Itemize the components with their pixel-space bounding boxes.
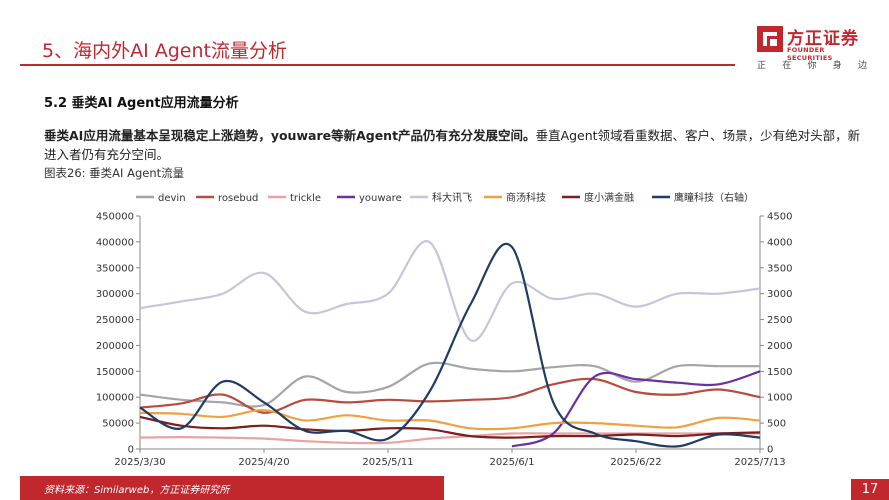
x-tick-label: 2025/6/22: [610, 457, 661, 468]
series-line-4: [139, 240, 761, 342]
left-tick-label: 450000: [96, 212, 134, 223]
left-tick-label: 300000: [96, 289, 134, 300]
x-tick-label: 2025/5/11: [362, 457, 413, 468]
legend-label: 商汤科技: [506, 191, 546, 204]
company-logo: 方正证券 FOUNDER SECURITIES 正 在 你 身 边: [757, 24, 867, 71]
series-line-0: [139, 361, 760, 408]
right-tick-label: 3500: [767, 263, 792, 274]
legend-label: 度小满金融: [584, 191, 634, 204]
slogan-char: 你: [807, 61, 817, 71]
header-divider: [20, 64, 735, 66]
founder-logo-icon: [757, 26, 783, 52]
right-tick-label: 3000: [767, 289, 792, 300]
logo-text-en: FOUNDER SECURITIES: [787, 46, 833, 62]
logo-slogan: 正 在 你 身 边: [757, 58, 867, 71]
left-tick-label: 250000: [96, 315, 134, 326]
series-line-7: [139, 243, 761, 448]
series-line-2: [139, 432, 760, 445]
footer-bar: 资料来源：Similarweb，方正证券研究所: [20, 476, 444, 500]
page-title: 5、海内外AI Agent流量分析: [42, 40, 287, 62]
left-tick-label: 350000: [96, 263, 134, 274]
x-tick-label: 2025/3/30: [114, 457, 165, 468]
summary-rest: 垂直Agent领域看重数据、客户、场景，少有绝对头部，新进入者仍有充分空间。: [44, 128, 861, 162]
left-tick-label: 200000: [96, 341, 134, 352]
source-note: 资料来源：Similarweb，方正证券研究所: [44, 485, 230, 496]
slogan-char: 正: [757, 61, 767, 71]
legend-label: trickle: [290, 193, 321, 204]
series-line-6: [139, 415, 761, 439]
left-tick-label: 400000: [96, 237, 134, 248]
right-tick-label: 4500: [767, 212, 792, 223]
x-tick-label: 2025/7/13: [734, 457, 785, 468]
figure-title: 图表26: 垂类AI Agent流量: [44, 166, 185, 180]
x-tick-label: 2025/4/20: [238, 457, 289, 468]
summary-text: 垂类AI应用流量基本呈现稳定上涨趋势，youware等新Agent产品仍有充分发…: [44, 126, 864, 164]
right-tick-label: 2500: [767, 315, 792, 326]
right-tick-label: 1000: [767, 393, 792, 404]
summary-bold: 垂类AI应用流量基本呈现稳定上涨趋势，youware等新Agent产品仍有充分发…: [44, 128, 536, 143]
page-number: 17: [851, 479, 889, 500]
right-tick-label: 4000: [767, 237, 792, 248]
legend-label: youware: [359, 193, 402, 204]
legend-label: rosebud: [218, 193, 258, 204]
x-tick-label: 2025/6/1: [490, 457, 535, 468]
right-tick-label: 2000: [767, 341, 792, 352]
right-tick-label: 0: [767, 445, 773, 456]
left-tick-label: 50000: [102, 419, 134, 430]
series-line-1: [139, 377, 761, 414]
left-tick-label: 150000: [96, 367, 134, 378]
left-tick-label: 100000: [96, 393, 134, 404]
logo-text-cn: 方正证券: [787, 29, 859, 49]
slogan-char: 身: [832, 61, 842, 71]
traffic-line-chart: 0 50000 100000 150000 200000 250000 300000 3500…: [96, 191, 793, 468]
left-tick-label: 0: [128, 445, 134, 456]
legend-label: 科大讯飞: [432, 191, 472, 204]
footer: 资料来源：Similarweb，方正证券研究所: [20, 476, 869, 500]
right-tick-label: 500: [767, 419, 786, 430]
slogan-char: 在: [782, 61, 792, 71]
series-line-3: [511, 370, 761, 448]
right-tick-label: 1500: [767, 367, 792, 378]
section-title: 5.2 垂类AI Agent应用流量分析: [44, 96, 239, 111]
slogan-char: 边: [857, 61, 867, 71]
legend-label: 鹰瞳科技（右轴）: [674, 191, 754, 204]
legend-label: devin: [158, 193, 186, 204]
series-line-5: [139, 409, 761, 431]
